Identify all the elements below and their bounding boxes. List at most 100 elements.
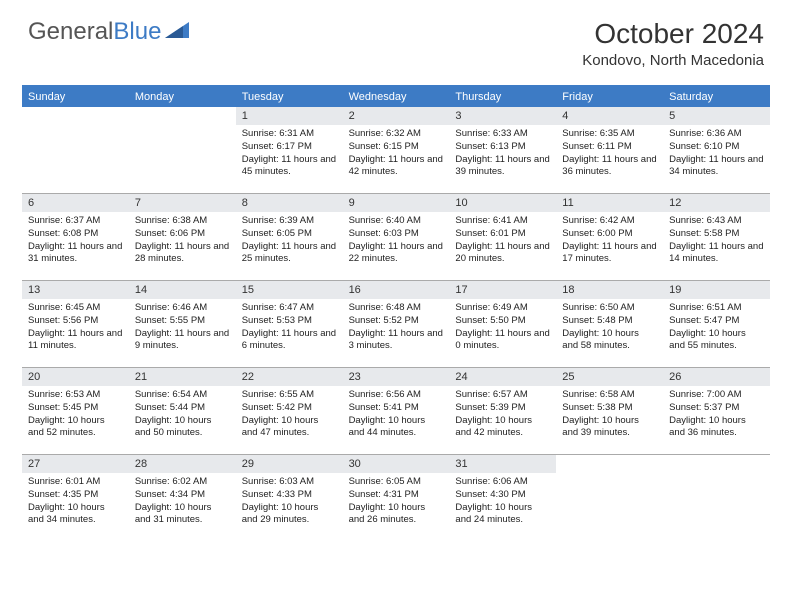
sunset-text: Sunset: 6:05 PM <box>242 228 337 241</box>
day-number: 6 <box>22 194 129 212</box>
day-data: Sunrise: 6:02 AMSunset: 4:34 PMDaylight:… <box>129 473 236 530</box>
day-data: Sunrise: 6:35 AMSunset: 6:11 PMDaylight:… <box>556 125 663 182</box>
dow-wednesday: Wednesday <box>343 87 450 107</box>
daylight-text: Daylight: 11 hours and 9 minutes. <box>135 328 230 354</box>
day-cell: 5Sunrise: 6:36 AMSunset: 6:10 PMDaylight… <box>663 107 770 193</box>
day-number: 7 <box>129 194 236 212</box>
day-cell: 10Sunrise: 6:41 AMSunset: 6:01 PMDayligh… <box>449 194 556 280</box>
day-data: Sunrise: 6:41 AMSunset: 6:01 PMDaylight:… <box>449 212 556 269</box>
sunrise-text: Sunrise: 6:32 AM <box>349 128 444 141</box>
daylight-text: Daylight: 11 hours and 45 minutes. <box>242 154 337 180</box>
day-data: Sunrise: 6:49 AMSunset: 5:50 PMDaylight:… <box>449 299 556 356</box>
day-data: Sunrise: 6:57 AMSunset: 5:39 PMDaylight:… <box>449 386 556 443</box>
day-cell: 16Sunrise: 6:48 AMSunset: 5:52 PMDayligh… <box>343 281 450 367</box>
day-number: 27 <box>22 455 129 473</box>
sunrise-text: Sunrise: 6:46 AM <box>135 302 230 315</box>
sunset-text: Sunset: 4:31 PM <box>349 489 444 502</box>
day-number: 24 <box>449 368 556 386</box>
day-cell: 8Sunrise: 6:39 AMSunset: 6:05 PMDaylight… <box>236 194 343 280</box>
day-data: Sunrise: 6:32 AMSunset: 6:15 PMDaylight:… <box>343 125 450 182</box>
sunset-text: Sunset: 5:45 PM <box>28 402 123 415</box>
logo-triangle-icon <box>165 20 191 45</box>
sunset-text: Sunset: 6:00 PM <box>562 228 657 241</box>
logo-word2: Blue <box>113 18 161 45</box>
day-cell: 2Sunrise: 6:32 AMSunset: 6:15 PMDaylight… <box>343 107 450 193</box>
day-cell <box>556 455 663 541</box>
sunset-text: Sunset: 4:30 PM <box>455 489 550 502</box>
day-cell: 4Sunrise: 6:35 AMSunset: 6:11 PMDaylight… <box>556 107 663 193</box>
day-data: Sunrise: 6:39 AMSunset: 6:05 PMDaylight:… <box>236 212 343 269</box>
sunrise-text: Sunrise: 6:45 AM <box>28 302 123 315</box>
sunrise-text: Sunrise: 6:05 AM <box>349 476 444 489</box>
dow-tuesday: Tuesday <box>236 87 343 107</box>
day-number <box>663 455 770 461</box>
day-number: 19 <box>663 281 770 299</box>
day-data: Sunrise: 6:55 AMSunset: 5:42 PMDaylight:… <box>236 386 343 443</box>
sunrise-text: Sunrise: 6:58 AM <box>562 389 657 402</box>
daylight-text: Daylight: 10 hours and 24 minutes. <box>455 502 550 528</box>
week-row: 20Sunrise: 6:53 AMSunset: 5:45 PMDayligh… <box>22 368 770 455</box>
weeks-container: 1Sunrise: 6:31 AMSunset: 6:17 PMDaylight… <box>22 107 770 541</box>
sunrise-text: Sunrise: 6:38 AM <box>135 215 230 228</box>
page-subtitle: Kondovo, North Macedonia <box>582 52 764 69</box>
day-cell: 31Sunrise: 6:06 AMSunset: 4:30 PMDayligh… <box>449 455 556 541</box>
daylight-text: Daylight: 10 hours and 58 minutes. <box>562 328 657 354</box>
day-cell: 25Sunrise: 6:58 AMSunset: 5:38 PMDayligh… <box>556 368 663 454</box>
daylight-text: Daylight: 11 hours and 20 minutes. <box>455 241 550 267</box>
daylight-text: Daylight: 11 hours and 22 minutes. <box>349 241 444 267</box>
sunrise-text: Sunrise: 6:54 AM <box>135 389 230 402</box>
header: GeneralBlue October 2024 Kondovo, North … <box>0 0 792 77</box>
daylight-text: Daylight: 11 hours and 17 minutes. <box>562 241 657 267</box>
dow-monday: Monday <box>129 87 236 107</box>
daylight-text: Daylight: 11 hours and 25 minutes. <box>242 241 337 267</box>
day-cell <box>129 107 236 193</box>
sunset-text: Sunset: 4:33 PM <box>242 489 337 502</box>
daylight-text: Daylight: 11 hours and 6 minutes. <box>242 328 337 354</box>
day-cell: 13Sunrise: 6:45 AMSunset: 5:56 PMDayligh… <box>22 281 129 367</box>
day-cell: 22Sunrise: 6:55 AMSunset: 5:42 PMDayligh… <box>236 368 343 454</box>
day-number: 9 <box>343 194 450 212</box>
logo-text: GeneralBlue <box>28 18 161 46</box>
day-data: Sunrise: 6:36 AMSunset: 6:10 PMDaylight:… <box>663 125 770 182</box>
day-cell: 18Sunrise: 6:50 AMSunset: 5:48 PMDayligh… <box>556 281 663 367</box>
sunrise-text: Sunrise: 6:55 AM <box>242 389 337 402</box>
day-data: Sunrise: 6:01 AMSunset: 4:35 PMDaylight:… <box>22 473 129 530</box>
day-number <box>22 107 129 113</box>
day-data: Sunrise: 6:54 AMSunset: 5:44 PMDaylight:… <box>129 386 236 443</box>
daylight-text: Daylight: 10 hours and 50 minutes. <box>135 415 230 441</box>
week-row: 1Sunrise: 6:31 AMSunset: 6:17 PMDaylight… <box>22 107 770 194</box>
day-cell: 29Sunrise: 6:03 AMSunset: 4:33 PMDayligh… <box>236 455 343 541</box>
daylight-text: Daylight: 11 hours and 34 minutes. <box>669 154 764 180</box>
sunrise-text: Sunrise: 6:31 AM <box>242 128 337 141</box>
day-number: 20 <box>22 368 129 386</box>
day-data: Sunrise: 6:31 AMSunset: 6:17 PMDaylight:… <box>236 125 343 182</box>
day-number: 8 <box>236 194 343 212</box>
sunset-text: Sunset: 5:48 PM <box>562 315 657 328</box>
sunset-text: Sunset: 6:15 PM <box>349 141 444 154</box>
sunrise-text: Sunrise: 6:02 AM <box>135 476 230 489</box>
sunset-text: Sunset: 5:38 PM <box>562 402 657 415</box>
daylight-text: Daylight: 11 hours and 31 minutes. <box>28 241 123 267</box>
daylight-text: Daylight: 10 hours and 31 minutes. <box>135 502 230 528</box>
sunset-text: Sunset: 5:50 PM <box>455 315 550 328</box>
day-cell: 1Sunrise: 6:31 AMSunset: 6:17 PMDaylight… <box>236 107 343 193</box>
day-data: Sunrise: 7:00 AMSunset: 5:37 PMDaylight:… <box>663 386 770 443</box>
day-data: Sunrise: 6:43 AMSunset: 5:58 PMDaylight:… <box>663 212 770 269</box>
day-cell <box>663 455 770 541</box>
day-data: Sunrise: 6:40 AMSunset: 6:03 PMDaylight:… <box>343 212 450 269</box>
sunrise-text: Sunrise: 6:51 AM <box>669 302 764 315</box>
daylight-text: Daylight: 10 hours and 26 minutes. <box>349 502 444 528</box>
dow-thursday: Thursday <box>449 87 556 107</box>
sunset-text: Sunset: 6:03 PM <box>349 228 444 241</box>
day-cell: 21Sunrise: 6:54 AMSunset: 5:44 PMDayligh… <box>129 368 236 454</box>
day-number: 3 <box>449 107 556 125</box>
sunrise-text: Sunrise: 6:37 AM <box>28 215 123 228</box>
daylight-text: Daylight: 10 hours and 44 minutes. <box>349 415 444 441</box>
day-cell: 11Sunrise: 6:42 AMSunset: 6:00 PMDayligh… <box>556 194 663 280</box>
day-number: 18 <box>556 281 663 299</box>
day-data: Sunrise: 6:46 AMSunset: 5:55 PMDaylight:… <box>129 299 236 356</box>
daylight-text: Daylight: 10 hours and 39 minutes. <box>562 415 657 441</box>
sunrise-text: Sunrise: 7:00 AM <box>669 389 764 402</box>
day-cell: 24Sunrise: 6:57 AMSunset: 5:39 PMDayligh… <box>449 368 556 454</box>
day-data: Sunrise: 6:42 AMSunset: 6:00 PMDaylight:… <box>556 212 663 269</box>
